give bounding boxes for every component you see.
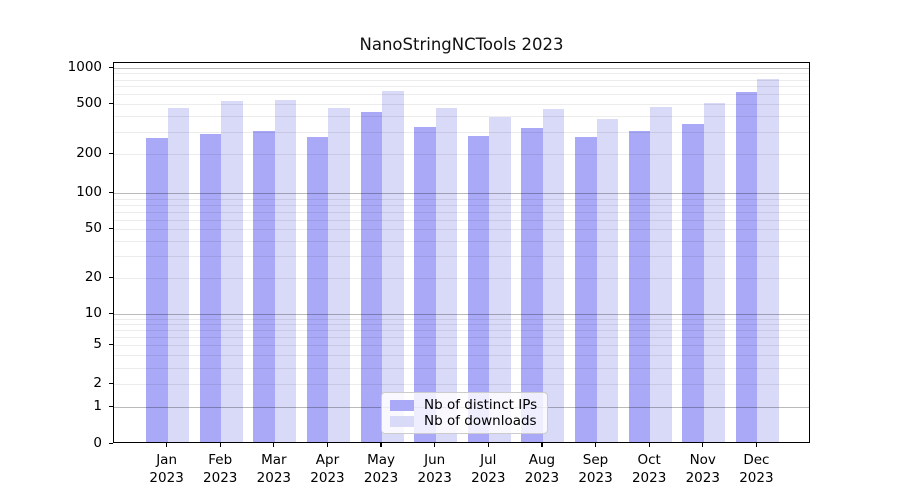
x-tick-label: Jun 2023 [417,452,452,486]
bar [467,135,490,442]
y-tick-label: 10 [84,304,102,321]
y-tick-mark [108,312,113,314]
bar [575,137,597,442]
legend-label-distinct-ips: Nb of distinct IPs [424,397,538,413]
bars-layer [114,63,809,442]
y-tick-label: 100 [76,184,102,200]
bar [628,131,651,442]
bar [306,136,329,442]
x-tick-mark [594,443,597,447]
bar [414,127,436,442]
x-tick-label: Mar 2023 [256,452,292,486]
y-tick-mark [108,383,113,385]
legend-swatch-downloads [390,415,414,427]
x-tick-label: May 2023 [363,452,399,486]
y-tick-label: 20 [84,268,102,285]
y-tick-mark [108,228,113,230]
x-tick-mark [434,443,436,447]
plot-area [113,62,810,443]
y-tick-mark [108,344,113,346]
bar [542,108,565,442]
bar [596,119,619,442]
x-tick-label: Apr 2023 [310,452,345,486]
y-tick-mark [108,192,113,194]
bar [682,123,704,442]
y-tick-mark [108,443,113,445]
x-tick-label: Aug 2023 [524,452,560,486]
bar [221,100,243,442]
y-tick-mark [108,67,113,69]
bar [489,117,511,442]
bar [703,102,726,442]
y-tick-label: 200 [76,145,102,162]
x-tick-mark [273,443,275,447]
bar [199,134,222,442]
bar [382,91,404,442]
bar [435,108,458,442]
legend: Nb of distinct IPs Nb of downloads [381,392,548,434]
legend-label-downloads: Nb of downloads [424,413,537,429]
chart-title: NanoStringNCTools 2023 [359,35,564,54]
x-tick-label: Nov 2023 [685,452,720,486]
x-tick-mark [648,443,650,447]
x-tick-label: Oct 2023 [631,452,667,486]
y-tick-mark [108,276,113,278]
x-tick-label: Jul 2023 [471,452,506,486]
x-tick-mark [702,443,704,447]
legend-swatch-distinct-ips [390,399,414,411]
legend-row-downloads: Nb of downloads [390,413,539,429]
x-tick-mark [541,443,543,447]
bar [735,92,758,442]
x-tick-mark [326,443,329,447]
y-tick-label: 50 [84,220,102,237]
y-tick-label: 2 [93,375,102,392]
y-tick-mark [108,153,113,155]
bar [650,106,672,442]
y-tick-mark [108,406,113,408]
y-tick-label: 1000 [67,59,102,75]
x-tick-mark [380,443,382,447]
x-tick-label: Sep 2023 [578,452,613,486]
y-tick-mark [108,102,113,104]
x-tick-label: Feb 2023 [203,452,238,486]
bar [360,111,383,442]
bar [253,130,275,442]
bar [757,79,779,442]
x-tick-label: Dec 2023 [739,452,774,486]
bar [146,138,168,442]
x-tick-mark [166,443,168,447]
x-tick-mark [487,443,489,447]
x-tick-mark [219,443,221,447]
y-tick-label: 1 [93,398,102,414]
legend-row-distinct-ips: Nb of distinct IPs [390,397,539,413]
y-tick-label: 5 [93,336,102,352]
x-tick-mark [755,443,757,447]
bar [521,128,543,442]
y-tick-label: 500 [76,94,102,111]
bar [167,107,190,442]
x-tick-label: Jan 2023 [149,452,184,486]
y-tick-label: 0 [93,435,102,452]
bar [328,108,350,442]
bar [274,100,297,442]
